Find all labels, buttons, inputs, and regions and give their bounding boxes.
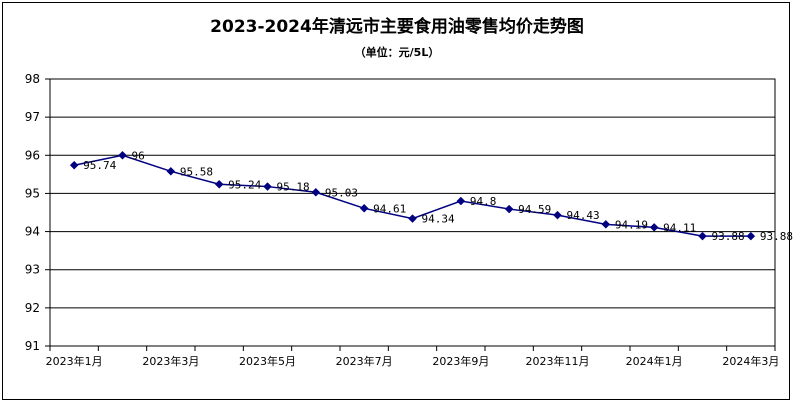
x-tick-label: 2023年11月 xyxy=(526,354,590,368)
data-point-marker xyxy=(69,160,79,170)
data-point-label: 93.88 xyxy=(712,230,745,243)
x-tick-label: 2023年9月 xyxy=(432,354,489,368)
data-point-marker xyxy=(311,187,321,197)
data-point-marker xyxy=(698,231,707,241)
x-tick-label: 2023年1月 xyxy=(46,354,103,368)
data-point-label: 95.58 xyxy=(180,165,213,178)
data-point-label: 95.18 xyxy=(277,181,310,194)
series-line xyxy=(74,154,751,237)
data-point-label: 95.24 xyxy=(228,178,261,191)
y-tick-label: 95 xyxy=(25,186,40,200)
data-point-label: 95.03 xyxy=(325,186,358,199)
data-point-marker xyxy=(504,204,514,214)
x-tick-label: 2023年5月 xyxy=(239,354,296,368)
data-point-label: 94.61 xyxy=(373,202,406,215)
data-point-label: 94.8 xyxy=(470,195,497,208)
plot-area xyxy=(49,78,776,347)
y-tick-label: 91 xyxy=(25,339,40,353)
x-tick-label: 2023年7月 xyxy=(336,354,393,368)
data-point-marker xyxy=(359,203,369,213)
data-point-label: 94.19 xyxy=(615,218,648,231)
data-point-marker xyxy=(408,214,417,223)
gridlines xyxy=(50,78,775,347)
y-tick-label: 94 xyxy=(25,225,40,239)
y-tick-label: 96 xyxy=(25,148,40,162)
data-markers xyxy=(69,150,756,241)
data-point-marker xyxy=(456,196,466,206)
chart-title: 2023-2024年清远市主要食用油零售均价走势图 xyxy=(210,17,584,37)
y-tick-label: 92 xyxy=(25,301,40,315)
y-axis-ticks: 91 92 93 94 95 96 97 98 xyxy=(25,72,50,353)
data-labels: 95.74 96 95.58 95.24 95.18 95.03 94.61 94.34 94.… xyxy=(83,149,793,243)
data-point-marker xyxy=(746,231,756,241)
data-point-marker xyxy=(649,223,659,232)
data-point-label: 95.74 xyxy=(83,159,116,172)
data-point-label: 94.11 xyxy=(663,221,696,234)
data-point-marker xyxy=(263,182,272,191)
data-point-label: 94.34 xyxy=(422,213,455,226)
data-point-marker xyxy=(166,166,176,176)
data-point-marker xyxy=(601,219,611,229)
x-axis-ticks: 2023年1月 2023年3月 2023年5月 2023年7月 2023年9月 2023年… xyxy=(46,346,779,368)
data-point-marker xyxy=(553,210,562,220)
chart-subtitle: （单位：元/5L） xyxy=(354,46,440,59)
y-tick-label: 97 xyxy=(25,110,40,124)
chart-frame xyxy=(2,2,790,400)
y-tick-label: 98 xyxy=(25,72,40,86)
x-tick-label: 2023年3月 xyxy=(142,354,199,368)
data-point-marker xyxy=(214,179,224,189)
data-point-marker xyxy=(118,150,127,160)
x-tick-label: 2024年3月 xyxy=(722,354,779,368)
data-point-label: 94.43 xyxy=(567,209,600,222)
y-tick-label: 93 xyxy=(25,263,40,277)
data-point-label: 96 xyxy=(132,149,145,162)
data-point-label: 94.59 xyxy=(518,203,551,216)
x-tick-label: 2024年1月 xyxy=(626,354,683,368)
data-point-label: 93.88 xyxy=(760,230,793,243)
